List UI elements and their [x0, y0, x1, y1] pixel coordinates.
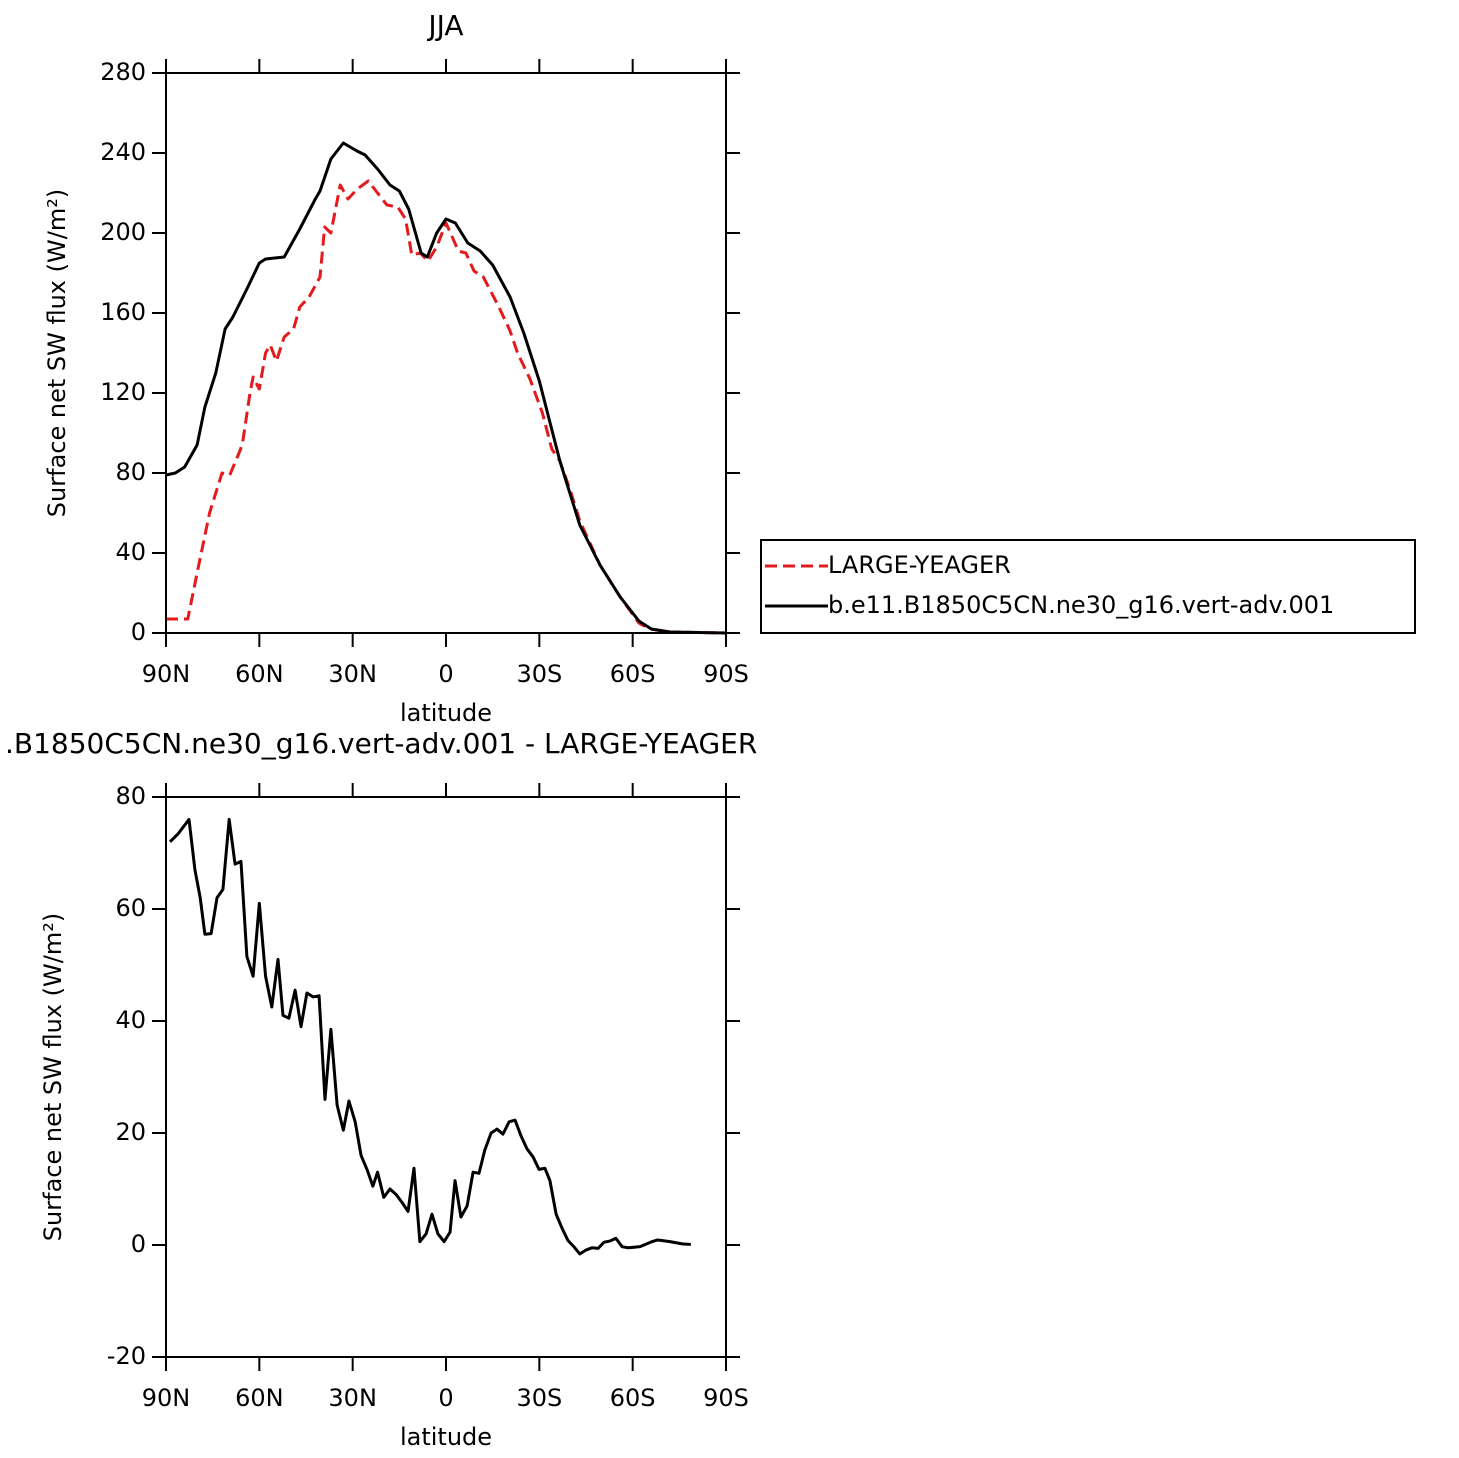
x-tick-label: 30N	[328, 660, 377, 688]
chart-title: JJA	[426, 9, 463, 42]
x-tick-label: 90S	[703, 660, 749, 688]
y-axis-label: Surface net SW flux (W/m²)	[39, 913, 67, 1241]
x-tick-label: 60N	[235, 660, 284, 688]
y-tick-label: 80	[115, 458, 146, 486]
data-line	[165, 141, 727, 635]
x-tick-label: 60S	[610, 1384, 656, 1412]
y-tick-label: -20	[107, 1342, 146, 1370]
x-tick-label: 60N	[235, 1384, 284, 1412]
y-tick-label: 200	[100, 218, 146, 246]
x-tick-label: 0	[438, 660, 453, 688]
x-tick-label: 30N	[328, 1384, 377, 1412]
y-axis-label: Surface net SW flux (W/m²)	[43, 189, 71, 517]
y-tick-label: 240	[100, 138, 146, 166]
plot-frame	[165, 72, 727, 634]
y-tick-label: 0	[131, 618, 146, 646]
legend-label: b.e11.B1850C5CN.ne30_g16.vert-adv.001	[828, 591, 1334, 619]
x-tick-label: 30S	[516, 660, 562, 688]
y-tick-label: 0	[131, 1230, 146, 1258]
chart-title: .B1850C5CN.ne30_g16.vert-adv.001 - LARGE…	[5, 727, 757, 760]
plot-frame	[165, 796, 727, 1358]
x-tick-label: 60S	[610, 660, 656, 688]
x-axis-label: latitude	[400, 699, 492, 727]
y-tick-label: 280	[100, 58, 146, 86]
legend-label: LARGE-YEAGER	[828, 551, 1011, 579]
x-tick-label: 90N	[142, 660, 191, 688]
legend-box	[760, 539, 1416, 634]
x-tick-label: 30S	[516, 1384, 562, 1412]
x-tick-label: 90N	[142, 1384, 191, 1412]
x-tick-label: 0	[438, 1384, 453, 1412]
y-tick-label: 120	[100, 378, 146, 406]
x-axis-label: latitude	[400, 1423, 492, 1451]
data-line	[168, 817, 691, 1256]
x-tick-label: 90S	[703, 1384, 749, 1412]
y-tick-label: 80	[115, 782, 146, 810]
y-tick-label: 20	[115, 1118, 146, 1146]
y-tick-label: 40	[115, 538, 146, 566]
data-line	[166, 179, 727, 635]
y-tick-label: 160	[100, 298, 146, 326]
y-tick-label: 40	[115, 1006, 146, 1034]
y-tick-label: 60	[115, 894, 146, 922]
